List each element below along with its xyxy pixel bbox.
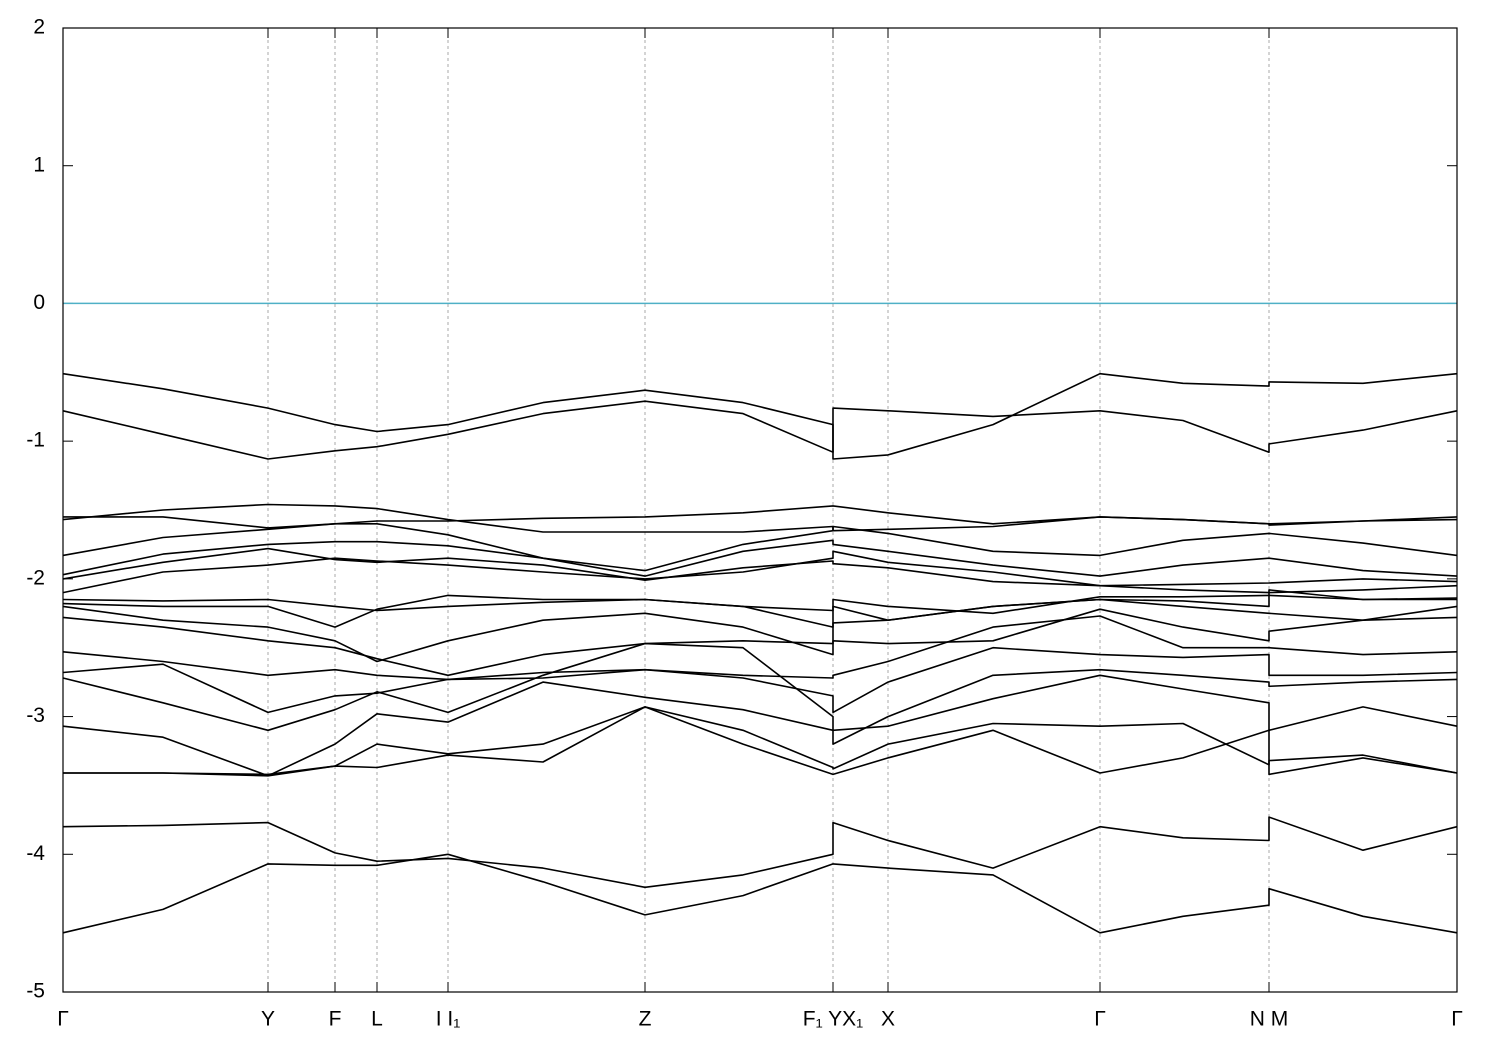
y-tick-label: -5 [26,980,45,1003]
x-tick-label: Γ [57,1008,69,1031]
band-line [63,706,1458,776]
y-tick-label: -2 [26,566,45,589]
band-line [62,594,1458,615]
x-tick-label: Γ [1451,1008,1463,1031]
band-line [62,853,1458,934]
band-line [62,615,1458,681]
x-tick-label: N M [1250,1008,1289,1031]
y-tick-label: -1 [26,429,45,452]
band-line [63,706,1458,777]
band-line [62,646,1458,714]
y-tick-label: -4 [26,842,45,865]
y-tick-label: 2 [33,16,45,39]
band-line [62,523,1458,572]
band-line [62,598,1458,663]
x-tick-label: X [881,1008,895,1031]
band-line [63,505,1458,529]
x-tick-label: Z [639,1008,652,1031]
y-tick-label: -3 [26,704,45,727]
band-line [62,550,1458,594]
x-tick-label: F [329,1008,342,1031]
x-tick-label: Γ [1094,1008,1106,1031]
y-tick-label: 0 [33,291,45,314]
band-line [62,400,1458,460]
band-line [62,547,1458,587]
x-tick-label: F₁ YX₁ [803,1008,863,1031]
band-line [62,642,1458,745]
x-tick-label: I I₁ [436,1008,461,1031]
x-tick-label: Y [261,1008,275,1031]
band-line [62,608,1458,677]
plot-frame [62,27,1458,993]
y-tick-label: 1 [33,153,45,176]
band-line [62,539,1458,577]
band-line [62,674,1458,777]
band-line [62,372,1458,460]
x-tick-label: L [371,1008,383,1031]
band-line [62,816,1458,889]
